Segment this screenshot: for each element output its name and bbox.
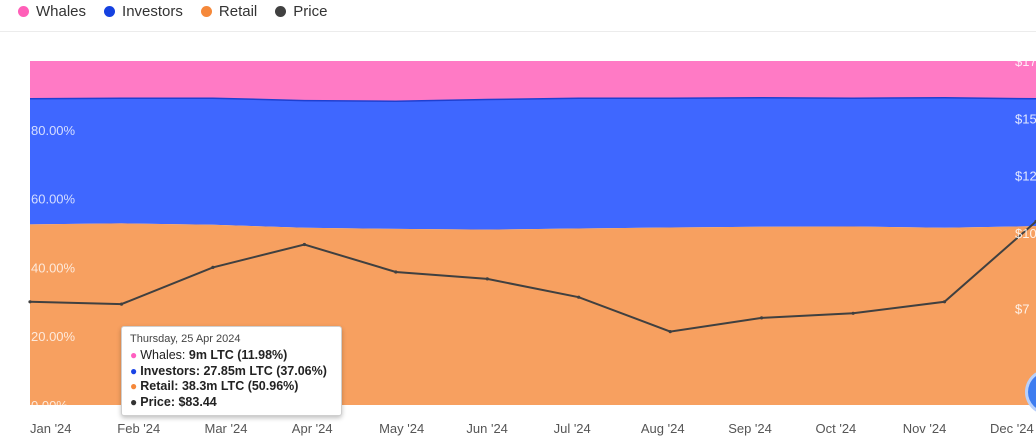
price-point [942,300,947,304]
legend-dot-whales [18,6,29,17]
tooltip-value-retail: 38.3m LTC (50.96%) [181,379,299,393]
series-area-whales [30,61,1036,102]
chart-legend: Whales Investors Retail Price [18,3,327,20]
tooltip-label-investors: Investors: [140,363,200,378]
legend-dot-price [275,6,287,17]
tooltip-label-whales: Whales: [140,348,186,362]
tooltip-label-retail: Retail: [140,379,179,393]
legend-label-price: Price [293,3,328,20]
price-point [760,316,764,320]
x-tick-label: Dec '24 [990,421,1034,436]
x-tick-label: Oct '24 [816,421,857,436]
x-tick-label: May '24 [379,421,424,436]
y-left-tick-label: 20.00% [31,329,76,344]
legend-item-whales[interactable]: Whales [18,3,86,20]
x-tick-label: Nov '24 [903,421,947,436]
tooltip-bullet-price: ● [130,394,138,409]
price-point [394,270,398,274]
tooltip-value-investors: 27.85m LTC (37.06%) [203,363,327,378]
x-tick-label: Mar '24 [205,421,248,436]
y-right-tick-label: $7 [1015,302,1029,317]
tooltip-value-price: $83.44 [178,394,217,409]
legend-divider [0,31,1036,32]
y-left-tick-label: 80.00% [31,123,76,138]
x-tick-label: Jun '24 [466,421,508,436]
tooltip-row-whales: ● Whales: 9m LTC (11.98%) [130,348,333,364]
price-point [119,302,124,306]
tooltip-label-price: Price: [140,394,175,409]
legend-label-retail: Retail [218,3,258,20]
y-left-tick-label: 0.00% [31,398,68,413]
tooltip-row-investors: ● Investors: 27.85m LTC (37.06%) [130,364,333,380]
price-point [302,242,306,247]
legend-label-investors: Investors [122,3,183,20]
price-point [577,295,581,299]
tooltip-bullet-whales: ● [130,348,138,362]
x-tick-label: Jul '24 [554,421,591,436]
y-left-tick-label: 60.00% [31,192,76,207]
chart-tooltip: Thursday, 25 Apr 2024 ● Whales: 9m LTC (1… [121,326,342,416]
price-point [28,300,32,304]
tooltip-date: Thursday, 25 Apr 2024 [130,333,241,345]
price-point [851,311,855,315]
floating-action-button[interactable] [1028,372,1036,412]
price-point [211,265,215,269]
x-tick-label: Sep '24 [728,421,772,436]
investors-top-edge [29,97,1036,102]
legend-item-retail[interactable]: Retail [200,3,258,20]
tooltip-row-price: ● Price: $83.44 [130,395,333,411]
price-point [668,330,672,334]
legend-item-price[interactable]: Price [275,3,327,20]
x-tick-label: Feb '24 [117,421,160,436]
x-tick-label: Jan '24 [30,421,72,436]
x-tick-label: Aug '24 [641,421,685,436]
y-left-tick-label: 40.00% [31,260,76,275]
y-right-tick-label: $10 [1015,226,1036,241]
price-point [485,277,489,281]
y-right-tick-label: $17 [1015,54,1036,69]
y-right-tick-label: $12 [1015,169,1036,184]
tooltip-row-retail: ● Retail: 38.3m LTC (50.96%) [130,379,333,395]
legend-dot-retail [200,6,212,17]
legend-dot-investors [104,6,116,17]
x-tick-label: Apr '24 [292,421,333,436]
tooltip-bullet-investors: ● [130,363,138,378]
legend-item-investors[interactable]: Investors [104,3,183,20]
series-line-price [29,220,1036,333]
tooltip-bullet-retail: ● [130,379,138,393]
tooltip-value-whales: 9m LTC (11.98%) [188,348,288,362]
y-right-tick-label: $15 [1015,111,1036,126]
legend-label-whales: Whales [36,3,87,20]
series-area-investors [30,97,1036,230]
